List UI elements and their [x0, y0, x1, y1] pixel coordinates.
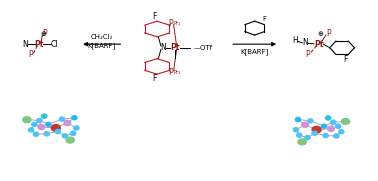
Ellipse shape: [328, 126, 335, 131]
Ellipse shape: [330, 120, 336, 124]
Text: P: P: [327, 29, 331, 38]
Ellipse shape: [44, 132, 50, 136]
Ellipse shape: [33, 132, 39, 136]
Text: ⊕: ⊕: [40, 31, 46, 37]
Text: P: P: [28, 50, 33, 59]
Ellipse shape: [312, 126, 321, 133]
Ellipse shape: [339, 130, 344, 134]
Ellipse shape: [312, 131, 317, 135]
Ellipse shape: [37, 118, 42, 123]
Ellipse shape: [32, 122, 37, 127]
Ellipse shape: [297, 133, 302, 137]
Text: Pt: Pt: [170, 43, 180, 52]
Ellipse shape: [74, 126, 79, 130]
Text: Pr₂: Pr₂: [174, 21, 181, 26]
Ellipse shape: [335, 124, 341, 128]
Text: F: F: [152, 12, 156, 21]
Ellipse shape: [334, 134, 339, 138]
Ellipse shape: [323, 134, 328, 138]
Text: N: N: [160, 43, 166, 52]
Ellipse shape: [293, 128, 299, 132]
Ellipse shape: [298, 139, 306, 145]
Text: P: P: [168, 68, 173, 77]
Ellipse shape: [305, 136, 310, 140]
Text: N: N: [22, 40, 28, 49]
Text: Cl: Cl: [51, 40, 59, 49]
Ellipse shape: [28, 128, 34, 132]
Text: Pt: Pt: [34, 40, 43, 49]
Ellipse shape: [23, 117, 31, 123]
Ellipse shape: [64, 120, 71, 126]
Ellipse shape: [46, 122, 51, 127]
Text: K[BARF]: K[BARF]: [88, 42, 116, 49]
Ellipse shape: [66, 137, 74, 143]
Ellipse shape: [302, 122, 308, 127]
Ellipse shape: [42, 114, 47, 118]
Text: P: P: [305, 50, 310, 59]
Text: K[BARF]: K[BARF]: [240, 48, 269, 55]
Ellipse shape: [55, 129, 60, 134]
Ellipse shape: [325, 116, 331, 120]
Text: F: F: [152, 74, 156, 83]
Text: P: P: [168, 19, 173, 28]
Ellipse shape: [308, 119, 313, 123]
Ellipse shape: [62, 134, 68, 138]
Ellipse shape: [321, 124, 327, 128]
Ellipse shape: [59, 117, 65, 121]
Ellipse shape: [38, 124, 45, 130]
Text: ⊕: ⊕: [318, 31, 323, 37]
Ellipse shape: [71, 131, 76, 135]
Text: Pt: Pt: [314, 40, 323, 49]
Text: P: P: [42, 29, 47, 38]
Ellipse shape: [51, 125, 60, 131]
Ellipse shape: [72, 116, 77, 120]
Text: N: N: [302, 38, 308, 47]
Text: F: F: [344, 55, 348, 64]
Text: F: F: [262, 16, 266, 22]
Text: Pr₂: Pr₂: [174, 70, 181, 75]
Text: —OTf: —OTf: [194, 45, 213, 51]
Text: CH₂Cl₂: CH₂Cl₂: [91, 34, 113, 40]
Ellipse shape: [341, 119, 350, 125]
Text: H: H: [293, 36, 299, 45]
Ellipse shape: [295, 117, 301, 122]
